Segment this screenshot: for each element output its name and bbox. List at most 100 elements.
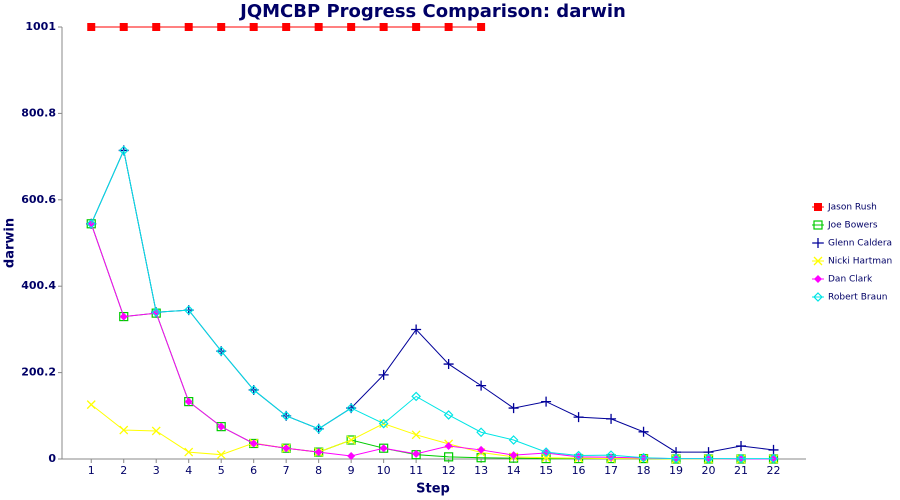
x-tick-label: 1 [88,464,95,477]
data-point [314,23,323,31]
y-tick-label: 200.2 [21,366,56,379]
data-point [411,324,422,335]
series-line [90,148,774,460]
data-point [151,426,161,436]
x-tick-label: 20 [702,464,716,477]
data-point [86,400,96,410]
legend-label: Dan Clark [828,275,873,285]
x-tick-label: 9 [348,464,355,477]
y-tick-label: 400.4 [21,279,56,292]
data-point [606,413,617,424]
data-point [249,23,258,31]
data-point [476,427,486,438]
x-tick-label: 19 [669,464,683,477]
x-tick-label: 2 [120,464,127,477]
data-point [118,145,129,156]
data-point [509,451,518,460]
series-line [90,223,774,460]
x-tick-label: 17 [604,464,618,477]
legend-label: Jason Rush [827,203,877,213]
data-point [184,397,193,406]
data-point [347,23,356,31]
x-tick-label: 5 [218,464,225,477]
data-point [444,23,453,31]
legend-label: Joe Bowers [827,221,878,231]
data-point [736,453,746,464]
x-tick-label: 14 [507,464,521,477]
data-point [183,305,194,315]
data-point [249,439,258,448]
data-point [119,312,128,321]
x-tick-label: 13 [474,464,488,477]
legend-label: Glenn Caldera [828,239,892,249]
x-tick-label: 10 [377,464,391,477]
data-point [477,23,486,31]
x-tick-label: 15 [539,464,553,477]
data-point [378,369,389,380]
data-point [119,425,129,435]
data-point [606,450,616,460]
data-point [313,423,324,434]
data-point [476,380,487,391]
data-point [541,396,552,407]
data-point [281,410,292,421]
data-point [541,453,551,463]
legend-marker [814,203,822,211]
x-tick-label: 11 [409,464,423,477]
y-tick-label: 600.6 [21,193,56,206]
data-point [282,23,291,31]
data-point [379,444,388,453]
y-tick-label: 800.8 [21,106,56,119]
data-point [378,418,389,429]
data-point [443,410,454,420]
data-point [443,359,454,370]
data-point [411,430,421,440]
data-point [346,435,356,445]
data-point [87,23,96,31]
data-point [412,449,421,458]
data-point [217,23,226,31]
x-axis-label: Step [416,482,450,497]
data-point [638,452,649,463]
y-tick-label: 1001 [25,20,56,33]
chart-title: JQMCBP Progress Comparison: darwin [238,1,626,22]
data-point [346,403,357,413]
data-point [314,448,323,457]
data-point [671,453,681,464]
data-point [152,309,161,318]
x-tick-label: 7 [283,464,290,477]
x-tick-label: 8 [315,464,322,477]
data-point [573,450,584,461]
legend-marker [813,256,823,266]
data-point [768,453,779,464]
data-point [119,23,128,31]
data-point [411,391,421,402]
data-point [216,346,227,356]
y-tick-label: 0 [48,452,56,465]
series-line [90,148,774,453]
data-point [86,218,97,229]
series-line [90,223,774,460]
series-line [90,404,774,460]
legend-marker [813,292,823,302]
x-tick-label: 18 [637,464,651,477]
data-point [151,307,162,318]
x-tick-label: 4 [185,464,192,477]
data-point [768,444,779,455]
data-point [282,444,291,453]
x-tick-label: 6 [250,464,257,477]
legend-label: Robert Braun [828,293,888,303]
legend-marker [814,275,822,283]
data-point [541,447,551,457]
legend-label: Nicki Hartman [828,257,892,267]
data-point [444,452,454,462]
data-point [184,447,194,457]
data-point [346,435,356,445]
x-tick-label: 12 [442,464,456,477]
x-tick-label: 3 [153,464,160,477]
data-point [412,23,421,31]
data-point [573,412,584,423]
data-point [736,441,747,452]
data-point [216,450,226,460]
